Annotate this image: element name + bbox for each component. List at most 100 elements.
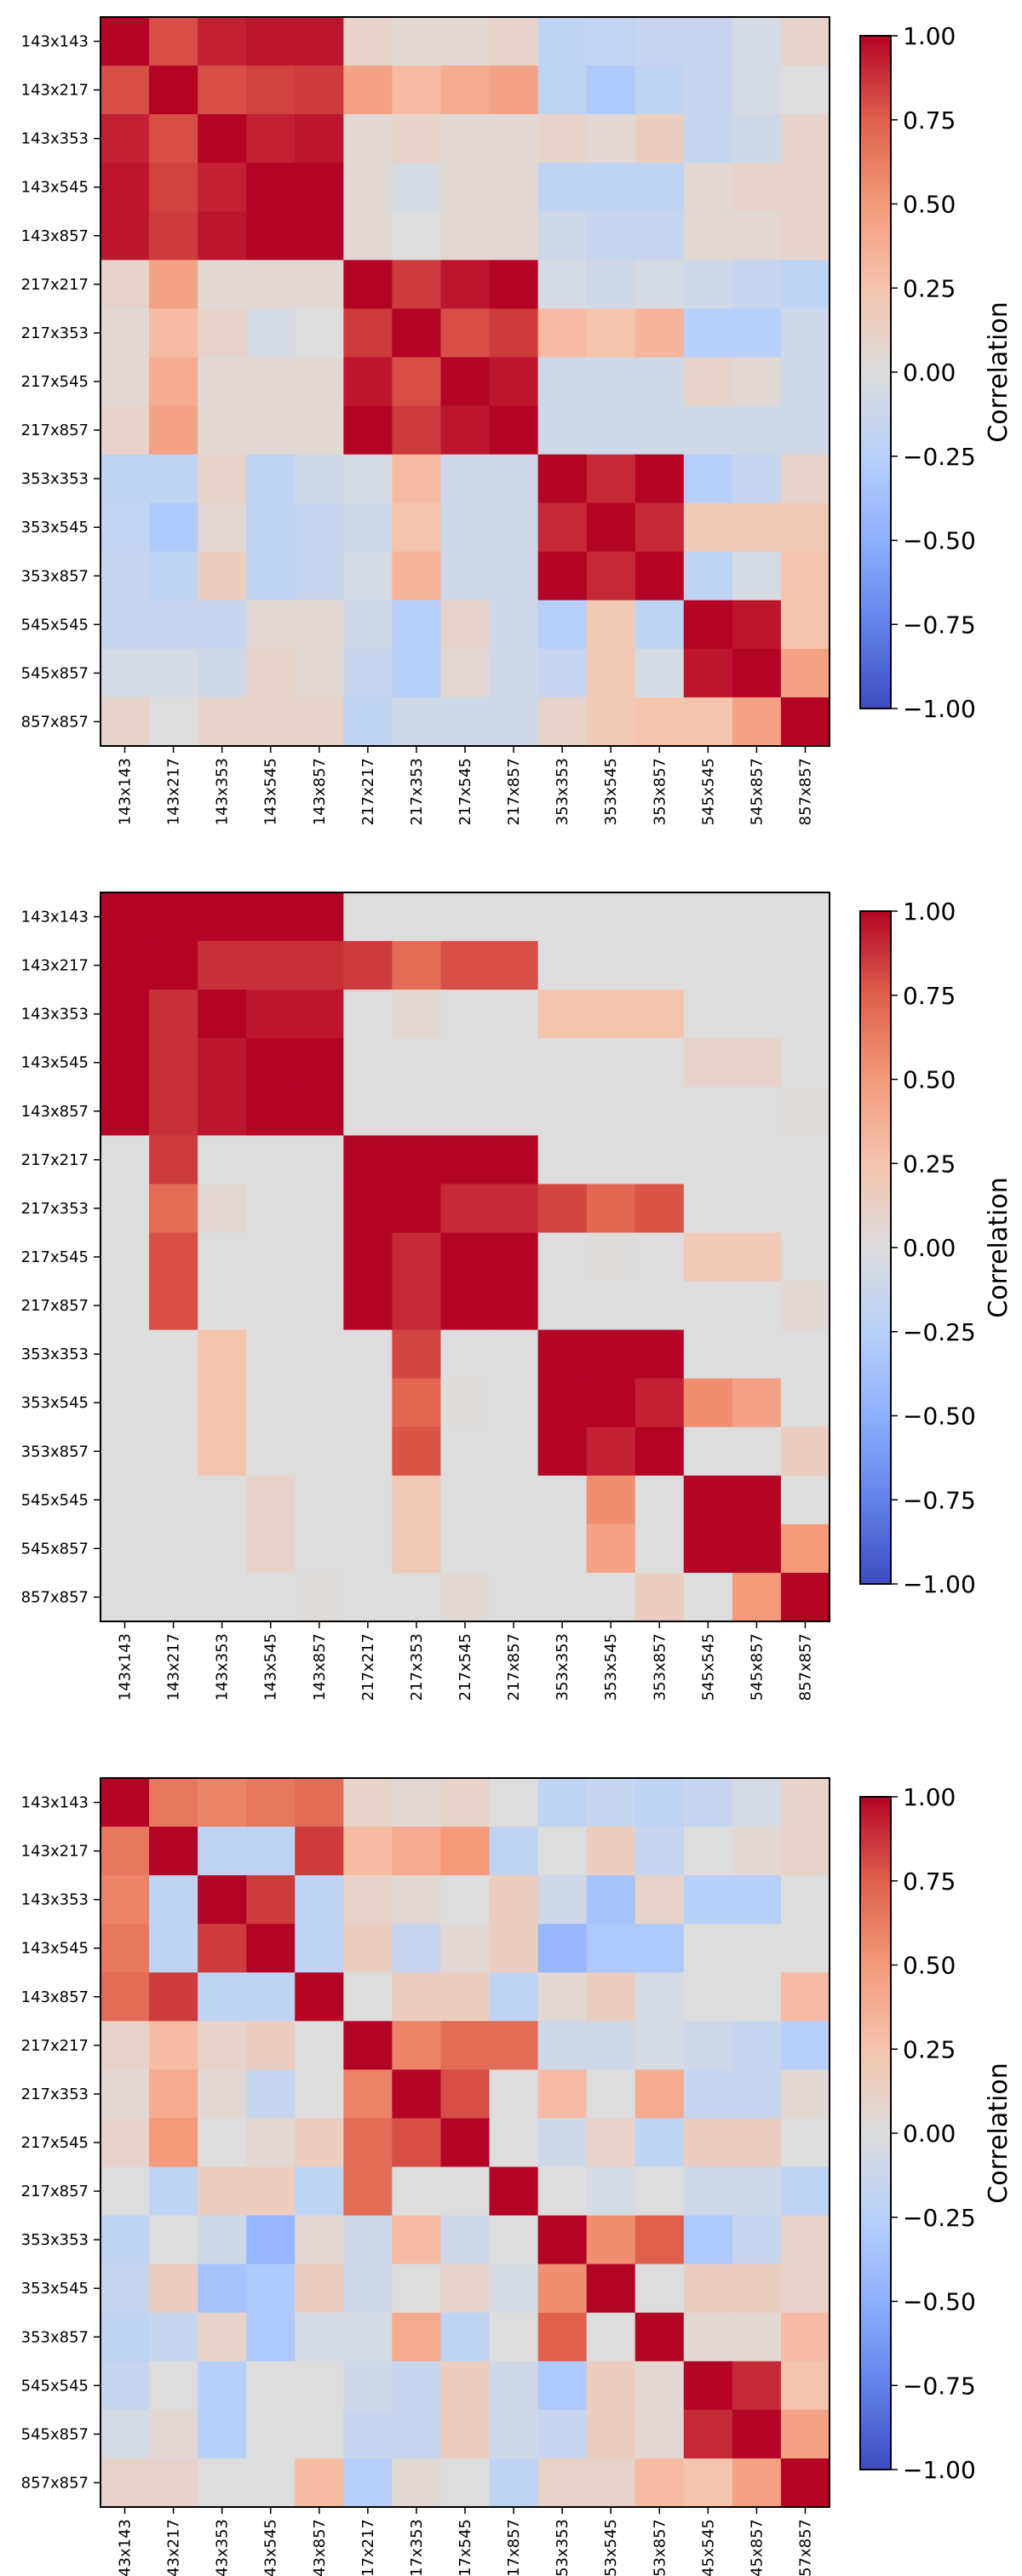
heatmap-cell (489, 1232, 539, 1282)
heatmap-panel-2: 143x143 143x217 143x353 143x545 143x857 217x2… (21, 892, 1013, 1701)
heatmap-cell (489, 2069, 539, 2120)
heatmap-cell (489, 405, 539, 456)
heatmap-cell (537, 1924, 588, 1973)
y-tick-label: 143x217 (21, 957, 89, 975)
heatmap-cell (489, 941, 539, 990)
heatmap-cell (198, 697, 247, 747)
heatmap-cell (440, 502, 491, 553)
heatmap-cell (634, 1184, 685, 1234)
heatmap-cell (149, 1475, 198, 1525)
colorbar-tick-label: −0.25 (903, 2204, 976, 2232)
heatmap-cell (780, 2118, 830, 2168)
heatmap-cell (100, 2458, 150, 2508)
heatmap-cell (198, 357, 247, 407)
heatmap-cell (780, 1232, 830, 1282)
y-tick-label: 143x353 (21, 1006, 89, 1024)
heatmap-cell (537, 990, 588, 1039)
heatmap-cell (100, 600, 150, 650)
heatmap-cell (392, 697, 442, 747)
heatmap-cell (780, 66, 830, 115)
heatmap-cell (295, 941, 344, 990)
heatmap-cell (440, 1924, 491, 1973)
heatmap-cell (295, 502, 344, 553)
heatmap-cell (586, 892, 636, 942)
heatmap-cell (586, 697, 636, 747)
heatmap-cell (586, 1778, 636, 1827)
heatmap-cell (537, 2021, 588, 2070)
heatmap-cell (295, 2312, 344, 2362)
heatmap-cell (634, 260, 685, 309)
x-tick-label: 353x857 (651, 1633, 669, 1701)
heatmap-cell (440, 308, 491, 359)
heatmap-cell (634, 1232, 685, 1282)
heatmap-cell (586, 1572, 636, 1622)
heatmap-cell (683, 502, 733, 553)
heatmap-cell (634, 1523, 685, 1574)
x-tick-label: 143x217 (165, 758, 183, 825)
heatmap-cell (732, 2166, 782, 2217)
heatmap-cell (489, 2263, 539, 2314)
heatmap-cell (198, 551, 247, 601)
heatmap-cell (198, 1827, 247, 1876)
heatmap-cell (732, 357, 782, 407)
colorbar-tick-label: −0.50 (903, 1403, 976, 1431)
heatmap-cell (343, 2118, 393, 2168)
heatmap-cell (683, 2409, 733, 2459)
heatmap-cell (392, 357, 442, 407)
heatmap-cell (392, 1523, 442, 1574)
heatmap-cell (634, 2409, 685, 2459)
heatmap-cell (343, 66, 393, 115)
heatmap-cell (732, 1572, 782, 1622)
heatmap-cell (780, 1572, 830, 1622)
x-tick-label: 353x545 (602, 1633, 620, 1701)
heatmap-cell (586, 1378, 636, 1428)
heatmap-cell (537, 600, 588, 650)
x-tick-label: 545x545 (699, 2519, 717, 2576)
heatmap-cell (440, 2021, 491, 2070)
heatmap-cell (198, 1924, 247, 1973)
heatmap-cell (100, 2021, 150, 2070)
heatmap-cell (732, 1972, 782, 2022)
heatmap-cell (780, 2361, 830, 2411)
heatmap-cell (149, 648, 198, 698)
heatmap-cell (489, 648, 539, 698)
heatmap-cell (586, 1924, 636, 1973)
heatmap-cell (343, 17, 393, 66)
heatmap-cell (586, 1875, 636, 1925)
y-tick-label: 353x857 (21, 567, 89, 585)
heatmap-cell (392, 1778, 442, 1827)
heatmap-cell (780, 17, 830, 66)
heatmap-cell (246, 114, 296, 164)
heatmap-cell (683, 357, 733, 407)
heatmap-cell (489, 357, 539, 407)
heatmap-cell (295, 454, 344, 504)
heatmap-cell (246, 697, 296, 747)
heatmap-cell (100, 17, 150, 66)
x-tick-label: 217x545 (456, 2519, 474, 2576)
x-tick-label: 143x353 (214, 1633, 232, 1701)
heatmap-cell (343, 1426, 393, 1477)
heatmap-cell (634, 1875, 685, 1925)
heatmap-cell (586, 2069, 636, 2120)
heatmap-cell (440, 2166, 491, 2217)
heatmap-cell (683, 551, 733, 601)
heatmap-cell (537, 1475, 588, 1525)
heatmap-cell (634, 17, 685, 66)
heatmap-cell (780, 114, 830, 164)
x-tick-label: 143x217 (165, 2519, 183, 2576)
heatmap-cell (634, 454, 685, 504)
heatmap-cell (634, 648, 685, 698)
y-tick-label: 217x545 (21, 2134, 89, 2152)
colorbar (859, 1796, 892, 2470)
heatmap-cell (100, 697, 150, 747)
y-tick-label: 545x545 (21, 2377, 89, 2395)
x-tick-label: 217x353 (408, 2519, 426, 2576)
heatmap-cell (586, 502, 636, 553)
heatmap-cell (440, 941, 491, 990)
y-tick-label: 353x353 (21, 2231, 89, 2249)
heatmap-cell (440, 1475, 491, 1525)
heatmap-cell (537, 1426, 588, 1477)
heatmap-cell (634, 1038, 685, 1087)
heatmap-cell (537, 1378, 588, 1428)
heatmap-cell (586, 2215, 636, 2265)
